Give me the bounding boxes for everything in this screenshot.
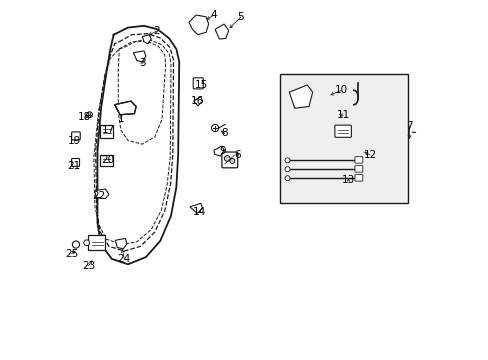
Polygon shape	[214, 146, 224, 156]
Text: 14: 14	[193, 207, 206, 217]
FancyBboxPatch shape	[100, 155, 112, 166]
Circle shape	[224, 156, 230, 161]
Text: 21: 21	[67, 161, 81, 171]
Text: 17: 17	[102, 125, 115, 135]
Polygon shape	[188, 15, 208, 35]
Polygon shape	[215, 24, 228, 39]
Text: 25: 25	[65, 248, 78, 258]
Text: 5: 5	[237, 12, 244, 22]
Circle shape	[229, 158, 234, 163]
Circle shape	[83, 240, 89, 246]
Text: 6: 6	[234, 150, 240, 160]
Polygon shape	[289, 85, 312, 108]
Text: 24: 24	[118, 254, 131, 264]
FancyBboxPatch shape	[354, 166, 362, 172]
Polygon shape	[94, 189, 109, 199]
Text: 22: 22	[92, 191, 106, 201]
Text: 10: 10	[334, 85, 347, 95]
Text: 3: 3	[139, 58, 145, 68]
Text: 15: 15	[194, 80, 208, 90]
Circle shape	[285, 158, 289, 163]
Circle shape	[72, 241, 80, 248]
Circle shape	[285, 167, 289, 172]
Polygon shape	[133, 51, 145, 62]
FancyBboxPatch shape	[334, 125, 351, 137]
Text: 20: 20	[102, 155, 115, 165]
FancyBboxPatch shape	[193, 78, 203, 89]
Text: 9: 9	[219, 146, 226, 156]
Polygon shape	[115, 101, 136, 115]
FancyBboxPatch shape	[354, 175, 362, 181]
FancyBboxPatch shape	[354, 157, 362, 163]
Text: 13: 13	[341, 175, 354, 185]
Polygon shape	[193, 97, 202, 106]
FancyBboxPatch shape	[72, 158, 80, 166]
Text: 4: 4	[210, 10, 217, 20]
Circle shape	[86, 112, 92, 118]
Text: 23: 23	[81, 261, 95, 271]
Bar	[280, 74, 407, 203]
Circle shape	[211, 125, 218, 132]
FancyBboxPatch shape	[222, 152, 237, 168]
Text: 16: 16	[191, 96, 204, 106]
Text: 2: 2	[153, 26, 160, 36]
Text: 11: 11	[336, 111, 349, 121]
FancyBboxPatch shape	[88, 235, 105, 250]
Circle shape	[285, 176, 289, 181]
FancyBboxPatch shape	[72, 132, 80, 140]
Polygon shape	[115, 238, 126, 249]
Polygon shape	[190, 203, 202, 213]
FancyBboxPatch shape	[100, 125, 113, 138]
Polygon shape	[142, 35, 151, 44]
Text: 19: 19	[67, 136, 81, 145]
Text: 7: 7	[406, 121, 412, 131]
Text: 12: 12	[363, 150, 376, 160]
Text: 8: 8	[221, 129, 227, 138]
Text: 18: 18	[78, 112, 91, 122]
Text: 1: 1	[117, 114, 124, 124]
